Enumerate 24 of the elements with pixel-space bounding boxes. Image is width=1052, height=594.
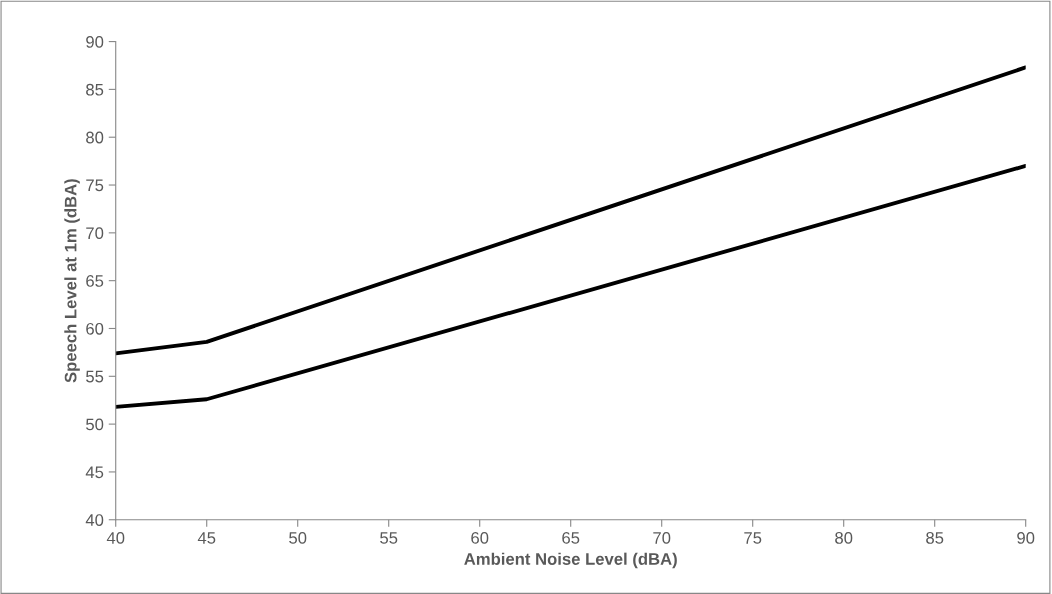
x-tick-label: 75 xyxy=(744,532,762,544)
y-tick-label: 70 xyxy=(86,227,104,240)
y-tick-label: 45 xyxy=(85,466,104,479)
y-tick-label: 50 xyxy=(86,418,104,431)
x-tick-label: 40 xyxy=(106,532,125,544)
y-tick-label: 85 xyxy=(86,83,104,96)
y-tick-label: 90 xyxy=(86,35,104,48)
x-tick-label: 85 xyxy=(926,532,944,544)
y-tick-label: 65 xyxy=(86,275,104,287)
x-axis-title: Ambient Noise Level (dBA) xyxy=(464,552,677,569)
x-tick-label: 80 xyxy=(835,532,853,544)
y-tick-label: 80 xyxy=(86,131,104,144)
y-tick-label: 60 xyxy=(86,322,104,335)
x-tick-label: 65 xyxy=(562,532,580,544)
y-tick-label: 55 xyxy=(86,370,104,383)
x-tick-label: 45 xyxy=(197,532,216,544)
y-axis-title: Speech Level at 1m (dBA) xyxy=(64,179,80,383)
x-tick-label: 60 xyxy=(471,532,489,544)
x-tick-label: 55 xyxy=(380,532,398,544)
y-tick-label: 40 xyxy=(85,514,104,526)
y-tick-label: 75 xyxy=(86,179,104,192)
x-tick-label: 70 xyxy=(653,532,671,544)
x-tick-label: 50 xyxy=(289,532,307,544)
x-tick-label: 90 xyxy=(1017,532,1035,544)
